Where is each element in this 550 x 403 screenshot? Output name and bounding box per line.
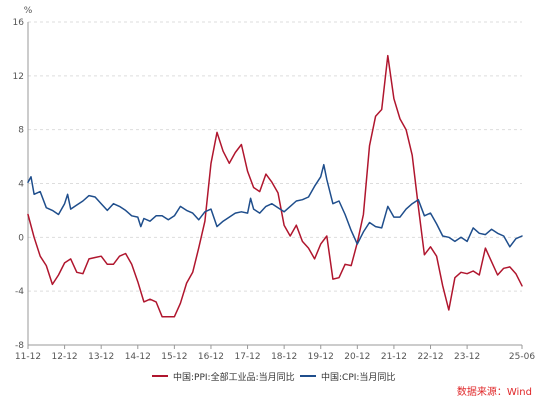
data-source-note: 数据来源：Wind [457,385,532,398]
x-tick-label: 23-12 [454,352,480,362]
legend: 中国:PPI:全部工业品:当月同比 中国:CPI:当月同比 [152,371,395,383]
x-tick-label: 21-12 [381,352,407,362]
y-tick-label: -8 [15,341,24,351]
x-axis: 11-12 12-12 13-12 14-12 15-12 16-12 17-12 18-12… [15,344,535,362]
series-lines [27,54,523,318]
y-tick-label: 12 [13,72,24,82]
y-tick-label: 16 [13,18,25,28]
y-axis: -8 -4 0 4 8 12 16 [13,18,29,351]
y-unit-label: % [24,6,33,16]
x-tick-label: 20-12 [344,352,370,362]
x-tick-label: 14-12 [125,352,151,362]
x-tick-label: 17-12 [234,352,260,362]
legend-label-cpi: 中国:CPI:当月同比 [321,371,395,383]
grid-lines [28,21,522,292]
y-tick-label: 8 [18,126,24,136]
x-tick-label: 12-12 [52,352,78,362]
series-line-cpi [27,163,523,248]
y-tick-label: 4 [18,180,24,190]
x-tick-label: 13-12 [88,352,114,362]
series-line-ppi [27,54,523,318]
y-tick-label: 0 [18,233,24,243]
y-tick-label: -4 [15,287,24,297]
x-tick-label: 19-12 [308,352,334,362]
legend-label-ppi: 中国:PPI:全部工业品:当月同比 [173,371,295,383]
x-tick-label: 16-12 [198,352,224,362]
x-tick-label: 18-12 [271,352,297,362]
x-tick-label: 25-06 [509,352,535,362]
x-tick-label: 11-12 [15,352,41,362]
x-tick-label: 15-12 [161,352,187,362]
x-tick-label: 22-12 [417,352,443,362]
